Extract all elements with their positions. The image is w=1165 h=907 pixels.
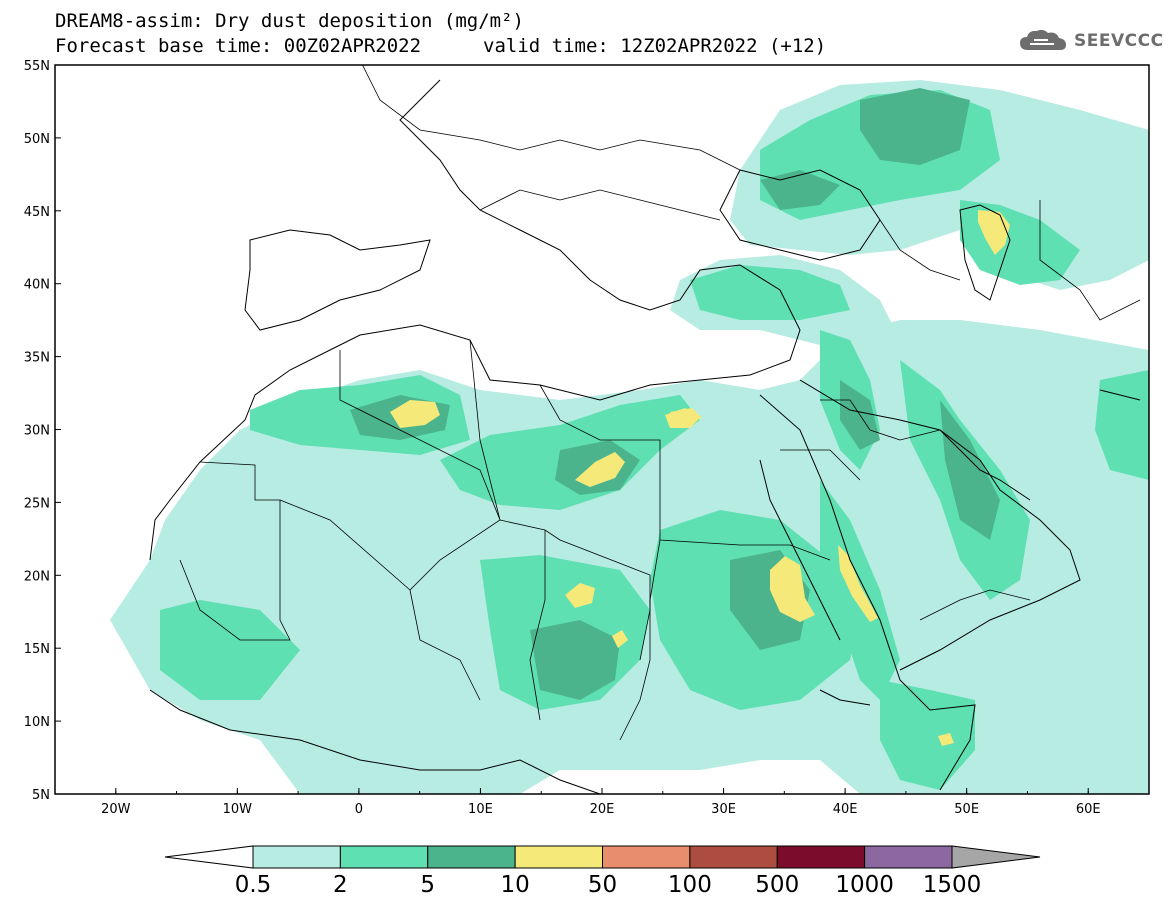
colorbar-swatch	[864, 845, 953, 869]
colorbar-swatch	[339, 845, 429, 869]
dust-field	[55, 65, 1149, 794]
latitude-axis: 55N 50N 45N 40N 35N 30N 25N 20N 15N 10N 5N	[24, 59, 61, 803]
lat-tick-label: 40N	[24, 278, 50, 293]
colorbar-swatch	[514, 845, 603, 869]
lat-tick-label: 5N	[32, 788, 50, 803]
longitude-axis: 20W 10W 0 10E 20E 30E 40E 50E 60E	[54, 788, 1150, 817]
colorbar-label: 500	[755, 872, 799, 898]
lat-tick-label: 35N	[24, 351, 50, 366]
colorbar-swatch	[602, 845, 691, 869]
colorbar-swatch	[776, 845, 866, 869]
seevccc-logo: SEEVCCC	[1018, 28, 1164, 54]
colorbar-label: 1500	[923, 872, 982, 898]
colorbar-label: 50	[588, 872, 617, 898]
colorbar-label: 1000	[835, 872, 894, 898]
lon-tick-label: 50E	[954, 802, 979, 817]
lat-tick-label: 25N	[24, 496, 50, 511]
colorbar-label: 10	[500, 872, 529, 898]
lat-tick-label: 50N	[24, 132, 50, 147]
colorbar	[164, 845, 1041, 869]
lon-tick-label: 20W	[101, 802, 131, 817]
valid-time: valid time: 12Z02APR2022 (+12)	[483, 35, 827, 57]
logo-text: SEEVCCC	[1074, 31, 1164, 51]
forecast-base-time: Forecast base time: 00Z02APR2022	[55, 35, 422, 57]
lat-tick-label: 15N	[24, 642, 50, 657]
cloud-icon	[1020, 29, 1066, 50]
lat-tick-label: 20N	[24, 569, 50, 584]
colorbar-swatch	[252, 845, 341, 869]
lon-tick-label: 20E	[590, 802, 615, 817]
lat-tick-label: 10N	[24, 715, 50, 730]
colorbar-swatch	[689, 845, 778, 869]
map-title: DREAM8-assim: Dry dust deposition (mg/m²…	[55, 10, 524, 32]
colorbar-labels: 0.5 2 5 10 50 100 500 1000 1500	[235, 872, 982, 898]
lat-tick-label: 30N	[24, 424, 50, 439]
lat-tick-label: 45N	[24, 205, 50, 220]
coastlines	[149, 79, 1141, 794]
lon-tick-label: 0	[355, 802, 363, 817]
colorbar-label: 5	[420, 872, 435, 898]
colorbar-swatch	[427, 845, 516, 869]
lon-tick-label: 30E	[711, 802, 736, 817]
colorbar-label: 100	[668, 872, 712, 898]
lon-tick-label: 40E	[833, 802, 858, 817]
colorbar-label: 0.5	[235, 872, 272, 898]
colorbar-arrow-low	[164, 845, 254, 869]
lat-tick-label: 55N	[24, 59, 50, 74]
lon-tick-label: 60E	[1076, 802, 1101, 817]
lon-tick-label: 10W	[223, 802, 253, 817]
colorbar-label: 2	[333, 872, 348, 898]
colorbar-arrow-high	[951, 845, 1041, 869]
country-borders	[179, 65, 1141, 741]
lon-tick-label: 10E	[468, 802, 493, 817]
